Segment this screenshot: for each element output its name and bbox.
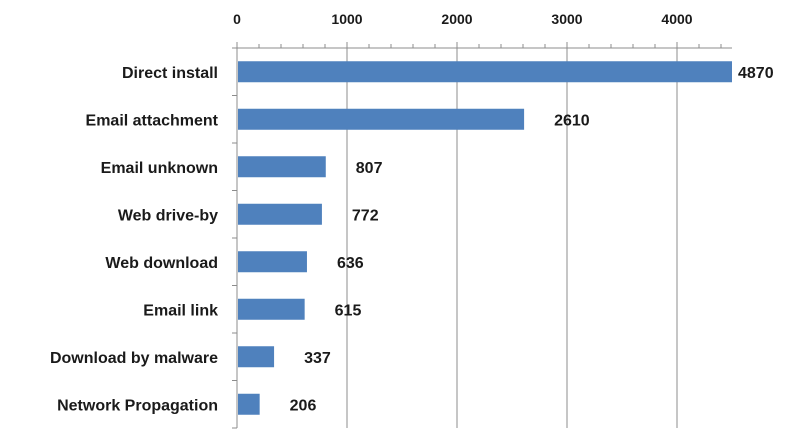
x-tick-label-1000: 1000 <box>331 11 362 27</box>
category-label-5: Email link <box>143 302 218 319</box>
bar-5 <box>238 298 305 320</box>
x-tick-label-2000: 2000 <box>441 11 472 27</box>
category-label-7: Network Propagation <box>57 397 218 414</box>
x-tick-label-0: 0 <box>233 11 241 27</box>
category-label-0: Direct install <box>122 65 218 82</box>
x-tick-label-4000: 4000 <box>661 11 692 27</box>
gridlines <box>346 48 678 428</box>
bar-1 <box>238 108 525 130</box>
value-label-1: 2610 <box>554 112 590 129</box>
axes <box>232 42 732 429</box>
bar-4 <box>238 251 307 273</box>
category-label-6: Download by malware <box>50 350 218 367</box>
bar-6 <box>238 346 275 368</box>
category-label-1: Email attachment <box>86 112 219 129</box>
x-tick-label-3000: 3000 <box>551 11 582 27</box>
value-label-7: 206 <box>290 397 317 414</box>
value-label-6: 337 <box>304 350 331 367</box>
bar-0 <box>238 61 732 83</box>
category-label-3: Web drive-by <box>118 207 218 224</box>
value-label-5: 615 <box>335 302 362 319</box>
bars <box>238 61 732 415</box>
category-label-4: Web download <box>105 255 218 272</box>
value-label-2: 807 <box>356 160 383 177</box>
bar-2 <box>238 156 326 178</box>
value-label-0: 4870 <box>738 65 774 82</box>
category-label-2: Email unknown <box>101 160 218 177</box>
value-label-4: 636 <box>337 255 364 272</box>
bar-3 <box>238 203 322 225</box>
bar-7 <box>238 393 260 415</box>
labels: 0 1000 2000 3000 4000 Direct install 4870 Email… <box>50 11 774 414</box>
value-label-3: 772 <box>352 207 379 224</box>
